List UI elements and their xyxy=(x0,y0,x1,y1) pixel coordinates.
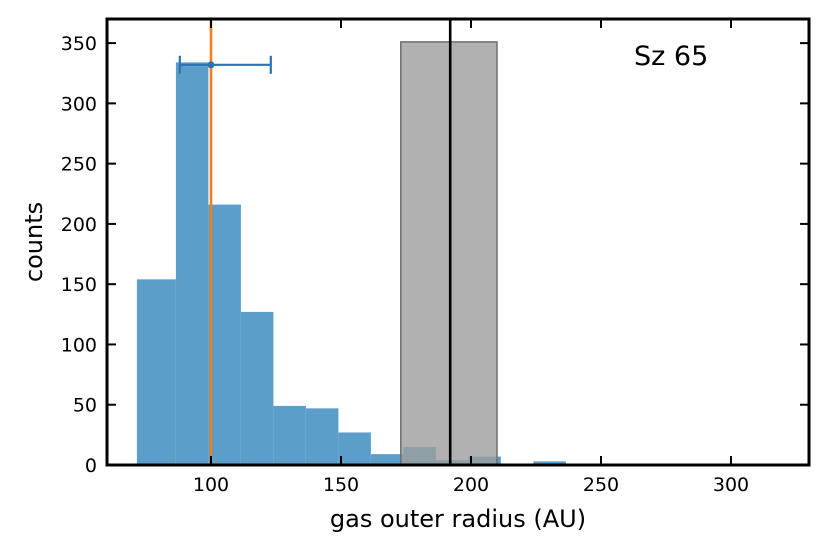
vertical-lines-group xyxy=(209,19,452,465)
histogram-bar-4 xyxy=(273,405,306,465)
histogram-bar-7 xyxy=(370,454,404,465)
y-tick-label: 200 xyxy=(61,214,97,236)
x-tick-label: 100 xyxy=(193,474,229,496)
x-axis-label: gas outer radius (AU) xyxy=(330,505,586,533)
x-tick-label: 150 xyxy=(323,474,359,496)
y-tick-label: 100 xyxy=(61,334,97,356)
y-tick-label: 300 xyxy=(61,93,97,115)
shaded-region-group xyxy=(400,41,498,466)
x-tick-label: 250 xyxy=(583,474,619,496)
axis-ticks-group: 100 150 200 250 300 0 50 100 150 200 250 300 350 xyxy=(61,19,809,496)
histogram-bar-0 xyxy=(136,279,176,465)
errorbar-group xyxy=(178,55,272,74)
x-tick-label: 200 xyxy=(453,474,489,496)
panel-annotation: Sz 65 xyxy=(634,41,708,72)
errorbar-point xyxy=(207,61,215,69)
shaded-region xyxy=(400,41,498,466)
histogram-bar-3 xyxy=(240,311,274,465)
y-tick-label: 350 xyxy=(61,33,97,55)
plot-frame xyxy=(105,17,811,467)
y-tick-label: 0 xyxy=(85,455,97,477)
y-tick-label: 50 xyxy=(73,395,97,417)
y-tick-label: 150 xyxy=(61,274,97,296)
y-axis-label: counts xyxy=(20,202,48,282)
y-tick-label: 250 xyxy=(61,154,97,176)
histogram-bar-2 xyxy=(208,204,241,465)
histogram-bar-12 xyxy=(533,461,566,465)
histogram-bar-1 xyxy=(175,62,209,466)
histogram-bar-6 xyxy=(338,432,371,465)
x-tick-label: 300 xyxy=(713,474,749,496)
histogram-bar-5 xyxy=(305,408,339,465)
